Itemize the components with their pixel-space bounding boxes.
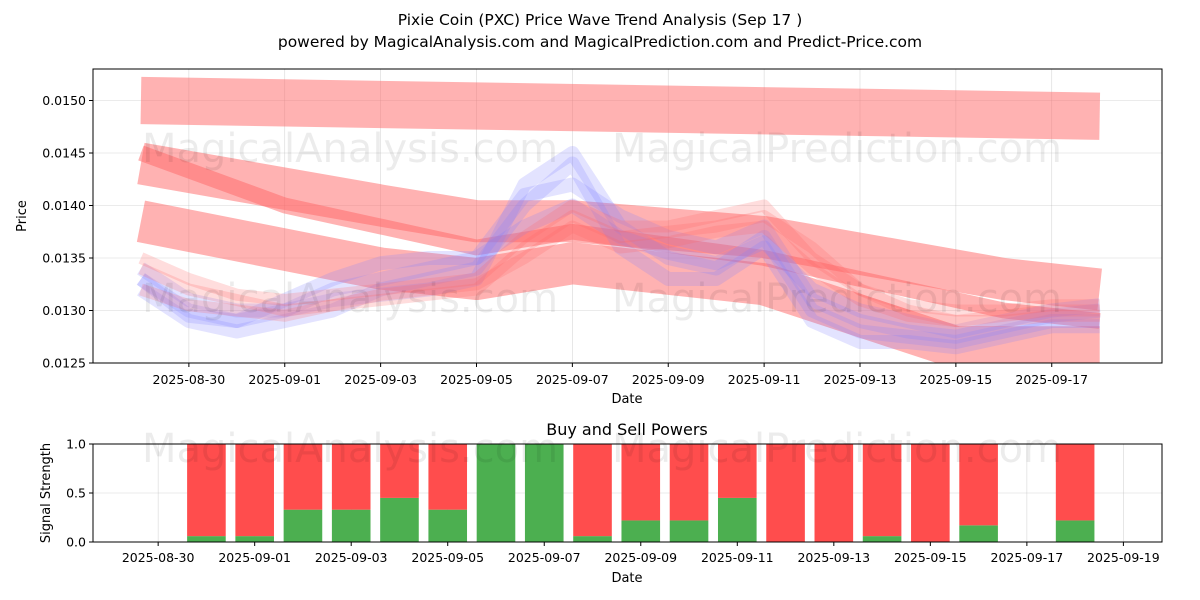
buy-bar <box>1055 520 1095 542</box>
watermark-analysis-3: MagicalAnalysis.com <box>142 426 558 472</box>
price-x-tick-label: 2025-08-30 <box>153 372 226 387</box>
price-x-tick-label: 2025-09-09 <box>632 372 705 387</box>
buy-bar <box>959 525 998 542</box>
buy-bar <box>380 497 419 542</box>
price-x-axis: 2025-08-30 2025-09-01 2025-09-03 2025-09-05… <box>153 363 1088 387</box>
trend-band-lower <box>136 200 1100 363</box>
buy-bar <box>428 509 468 542</box>
power-x-axis: 2025-08-30 2025-09-01 2025-09-03 2025-09-05… <box>122 542 1160 565</box>
trend-band-upper <box>137 142 1102 311</box>
watermark-prediction-3: MagicalPrediction.com <box>612 426 1062 472</box>
power-x-tick-label: 2025-08-30 <box>122 550 195 565</box>
buy-bar <box>717 497 757 542</box>
power-y-tick-label: 1.0 <box>66 437 86 452</box>
sell-bar <box>717 444 757 498</box>
power-x-tick-label: 2025-09-17 <box>991 550 1064 565</box>
sell-bar <box>911 444 950 542</box>
price-waves <box>136 76 1102 363</box>
price-y-tick-label: 0.0130 <box>42 303 86 318</box>
buy-bar <box>283 509 323 542</box>
sell-bar <box>283 444 323 510</box>
sell-bar <box>814 444 854 542</box>
price-x-tick-label: 2025-09-01 <box>248 372 321 387</box>
buy-bar <box>669 520 709 542</box>
buy-bar <box>187 536 226 542</box>
buy-bar <box>331 509 371 542</box>
power-chart-title: Buy and Sell Powers <box>546 420 708 439</box>
watermark-analysis-2: MagicalAnalysis.com <box>142 276 558 322</box>
power-x-axis-label: Date <box>611 571 642 586</box>
wave-forecast-2 <box>139 220 1100 327</box>
sell-bar <box>862 444 902 537</box>
power-bars <box>187 444 1095 542</box>
power-x-tick-label: 2025-09-05 <box>411 550 484 565</box>
wave-history-3 <box>137 177 1101 344</box>
price-y-axis: 0.0125 0.0130 0.0135 0.0140 0.0145 0.0150 <box>42 93 93 371</box>
sell-bar <box>380 444 419 498</box>
watermark-prediction-2: MagicalPrediction.com <box>612 276 1062 322</box>
price-axes-frame <box>92 68 1163 364</box>
buy-bar <box>524 444 564 542</box>
sell-bar <box>331 444 371 510</box>
buy-bar <box>862 536 902 542</box>
trend-band-top <box>140 76 1101 140</box>
wave-history-2 <box>137 156 1100 355</box>
sell-bar <box>573 444 612 537</box>
sell-bar <box>235 444 274 537</box>
trend-band-main <box>138 145 1101 329</box>
sell-bar <box>669 444 709 521</box>
price-y-tick-label: 0.0125 <box>42 356 86 371</box>
power-x-tick-label: 2025-09-09 <box>604 550 677 565</box>
wave-forecast-3 <box>138 199 1100 317</box>
power-x-tick-label: 2025-09-01 <box>218 550 291 565</box>
buy-bar <box>573 536 612 542</box>
power-y-tick-label: 0.5 <box>66 486 86 501</box>
buy-bar <box>476 444 516 542</box>
price-x-tick-label: 2025-09-17 <box>1015 372 1088 387</box>
price-y-tick-label: 0.0145 <box>42 146 86 161</box>
sell-bar <box>959 444 998 526</box>
price-x-tick-label: 2025-09-07 <box>536 372 609 387</box>
power-watermarks: MagicalAnalysis.com MagicalPrediction.co… <box>142 426 1062 472</box>
buy-bar <box>621 520 661 542</box>
sell-bar <box>187 444 226 537</box>
power-y-axis-label: Signal Strength <box>39 443 54 543</box>
chart-subtitle: powered by MagicalAnalysis.com and Magic… <box>278 33 922 51</box>
price-y-tick-label: 0.0135 <box>42 251 86 266</box>
power-x-tick-label: 2025-09-19 <box>1087 550 1160 565</box>
price-x-tick-label: 2025-09-03 <box>344 372 417 387</box>
price-x-axis-label: Date <box>611 392 642 407</box>
buy-bar <box>235 536 274 542</box>
price-x-tick-label: 2025-09-11 <box>728 372 801 387</box>
power-x-tick-label: 2025-09-13 <box>797 550 870 565</box>
power-x-tick-label: 2025-09-07 <box>508 550 581 565</box>
price-x-tick-label: 2025-09-13 <box>824 372 897 387</box>
price-chart: MagicalAnalysis.com MagicalPrediction.co… <box>15 68 1163 407</box>
sell-bar <box>766 444 805 542</box>
buy-sell-chart: Buy and Sell Powers MagicalAnalysis.com … <box>39 420 1163 586</box>
chart-title: Pixie Coin (PXC) Price Wave Trend Analys… <box>398 11 803 29</box>
watermark-prediction: MagicalPrediction.com <box>612 126 1062 172</box>
power-x-tick-label: 2025-09-11 <box>701 550 774 565</box>
power-x-tick-label: 2025-09-15 <box>894 550 967 565</box>
sell-bar <box>621 444 661 521</box>
price-y-axis-label: Price <box>15 200 30 232</box>
price-y-tick-label: 0.0140 <box>42 198 86 213</box>
sell-bar <box>428 444 468 510</box>
price-watermarks: MagicalAnalysis.com MagicalPrediction.co… <box>142 126 1062 322</box>
power-y-tick-label: 0.0 <box>66 535 86 550</box>
price-x-tick-label: 2025-09-15 <box>920 372 993 387</box>
power-y-axis: 0.0 0.5 1.0 <box>66 437 93 550</box>
wave-history-4 <box>136 198 1101 339</box>
price-x-tick-label: 2025-09-05 <box>440 372 513 387</box>
wave-history-1 <box>137 146 1100 349</box>
power-x-tick-label: 2025-09-03 <box>315 550 388 565</box>
sell-bar <box>1055 444 1095 521</box>
wave-forecast-1 <box>138 210 1100 327</box>
watermark-analysis: MagicalAnalysis.com <box>142 126 558 172</box>
price-y-tick-label: 0.0150 <box>42 93 86 108</box>
